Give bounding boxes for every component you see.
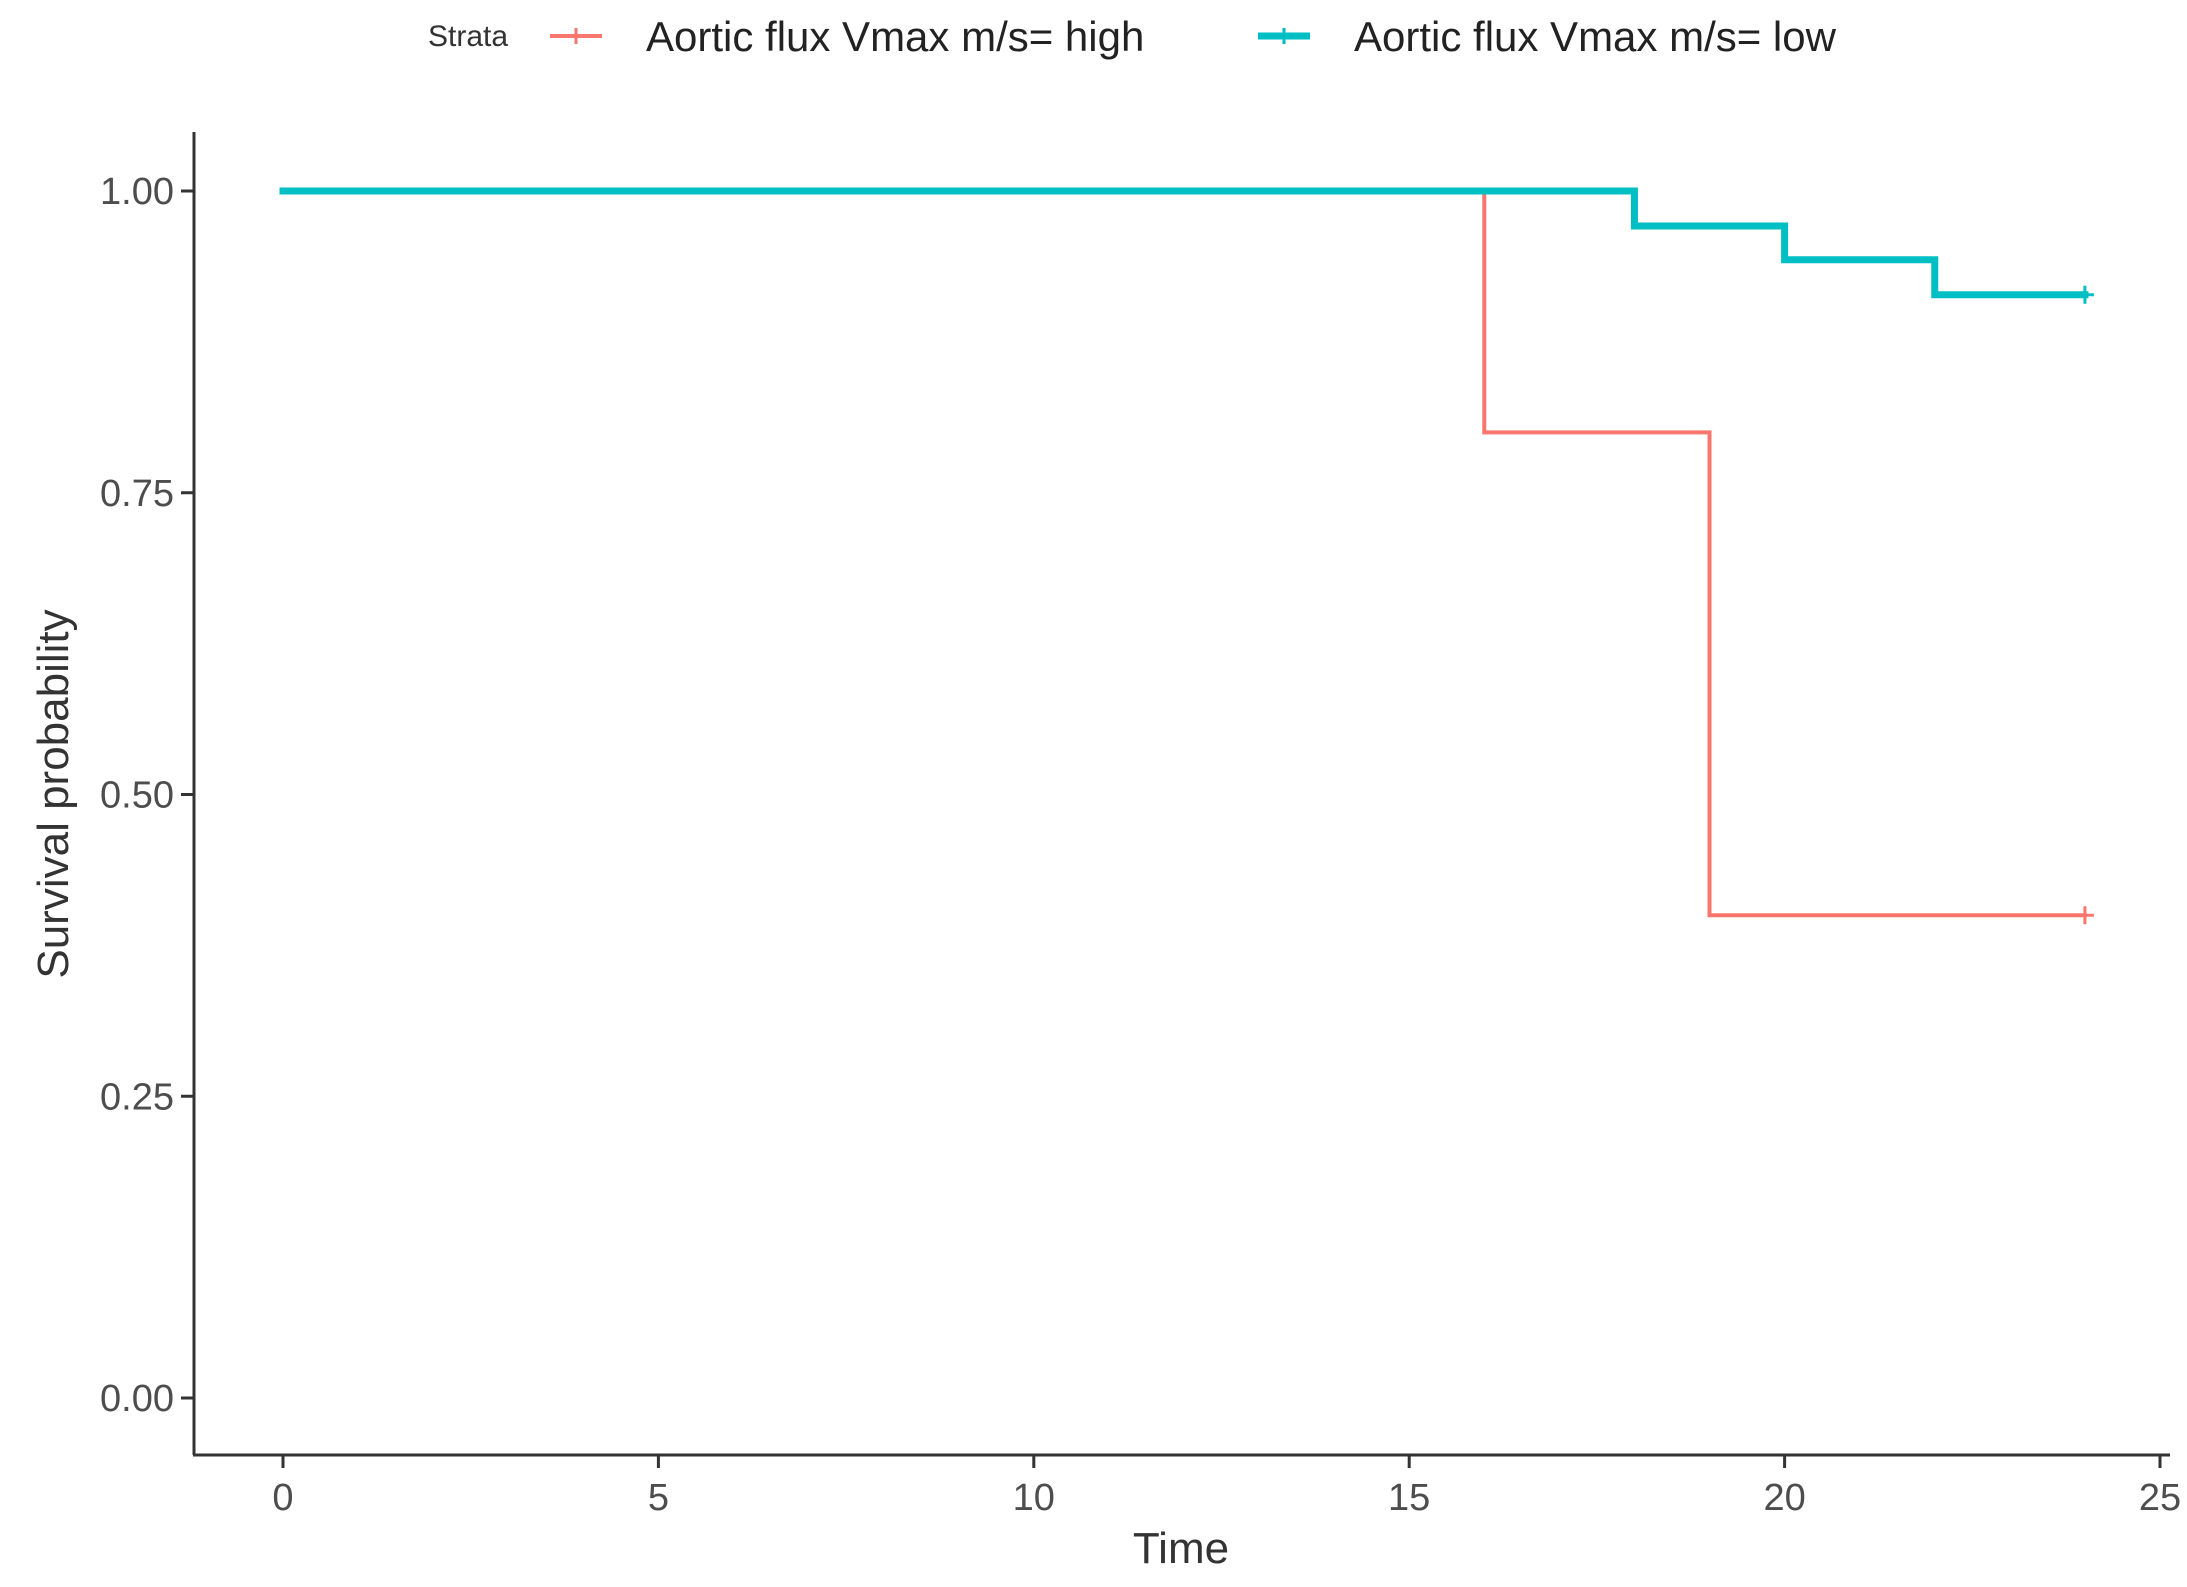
legend-label: Aortic flux Vmax m/s= low xyxy=(1354,13,1837,60)
censor-mark xyxy=(2075,285,2094,304)
y-tick-label: 0.25 xyxy=(100,1076,174,1118)
plot-area: 0.00 0.25 0.50 0.75 1.00 0 5 10 15 20 25 xyxy=(100,132,2181,1519)
x-tick-label: 5 xyxy=(648,1477,669,1519)
legend-item-1: Aortic flux Vmax m/s= low xyxy=(1258,13,1837,60)
x-tick-label: 0 xyxy=(272,1477,293,1519)
x-tick-label: 10 xyxy=(1013,1477,1055,1519)
legend-label: Aortic flux Vmax m/s= high xyxy=(646,13,1144,60)
y-axis-title: Survival probability xyxy=(29,609,78,978)
y-tick-label: 0.75 xyxy=(100,473,174,515)
series-line-0 xyxy=(281,189,2087,918)
x-tick-label: 20 xyxy=(1763,1477,1805,1519)
x-tick-label: 15 xyxy=(1388,1477,1430,1519)
legend-item-0: Aortic flux Vmax m/s= high xyxy=(550,13,1144,60)
censor-mark xyxy=(2075,906,2094,925)
x-tick-label: 25 xyxy=(2139,1477,2181,1519)
y-tick-label: 0.50 xyxy=(100,775,174,817)
legend: Strata Aortic flux Vmax m/s= high Aortic … xyxy=(428,13,1837,60)
y-tick-label: 0.00 xyxy=(100,1378,174,1420)
x-axis-title: Time xyxy=(1133,1524,1229,1573)
y-tick-label: 1.00 xyxy=(100,171,174,213)
legend-title: Strata xyxy=(428,20,508,53)
series-line-1 xyxy=(279,187,2089,299)
